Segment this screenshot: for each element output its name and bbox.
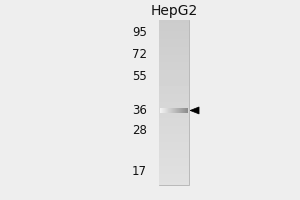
Text: 95: 95 (132, 26, 147, 39)
Polygon shape (190, 107, 199, 114)
Text: 55: 55 (132, 70, 147, 83)
Text: 17: 17 (132, 165, 147, 178)
Text: 72: 72 (132, 48, 147, 61)
Text: 36: 36 (132, 104, 147, 117)
Text: 28: 28 (132, 124, 147, 137)
Bar (159, 20, 189, 185)
Text: HepG2: HepG2 (150, 4, 197, 18)
